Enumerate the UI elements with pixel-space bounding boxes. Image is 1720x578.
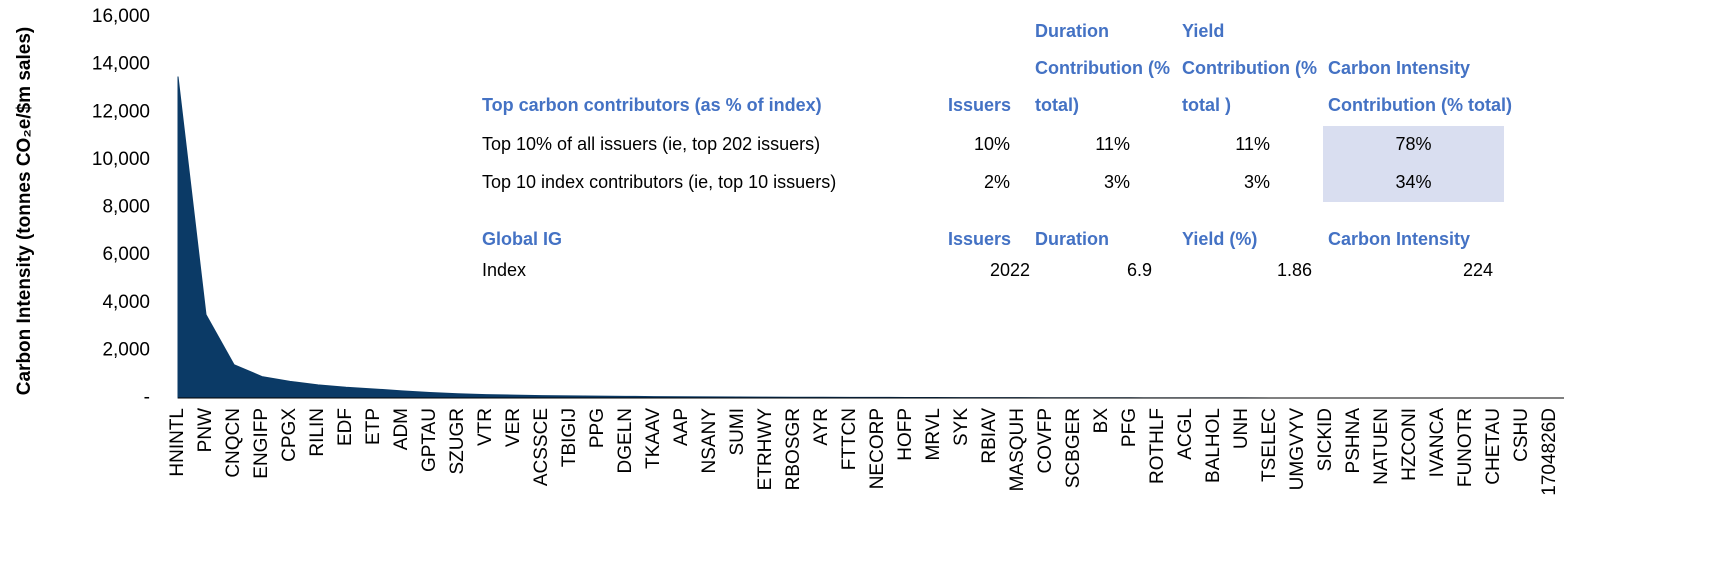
table-cell: 2022 bbox=[989, 260, 1030, 280]
table-cell: 224 bbox=[1462, 260, 1493, 280]
table-cell: 34% bbox=[1323, 164, 1504, 202]
x-tick-label: TKAAV bbox=[643, 408, 664, 469]
x-tick-label: NATUEN bbox=[1371, 408, 1392, 485]
table-cell: 3% bbox=[1243, 172, 1270, 192]
table-cell: Carbon Intensity Contribution (% total) bbox=[1328, 58, 1512, 115]
x-tick-label: AAP bbox=[671, 408, 692, 446]
x-tick-label: HNINTL bbox=[167, 408, 188, 477]
y-tick-label: 6,000 bbox=[102, 244, 150, 265]
x-tick-label: PSHNA bbox=[1343, 408, 1364, 474]
x-tick-label: ACSSCE bbox=[531, 408, 552, 486]
table-cell: Yield Contribution (% total ) bbox=[1182, 21, 1317, 115]
x-tick-label: 1704826D bbox=[1539, 408, 1560, 496]
x-tick-label: DGELN bbox=[615, 408, 636, 473]
table-cell: 11% bbox=[1095, 134, 1130, 154]
x-tick-label: COVFP bbox=[1035, 408, 1056, 473]
x-tick-label: BALHOL bbox=[1203, 408, 1224, 483]
x-tick-label: TBIGIJ bbox=[559, 408, 580, 467]
table-cell: Yield (%) bbox=[1182, 229, 1258, 249]
table-cell: Top 10 index contributors (ie, top 10 is… bbox=[482, 172, 837, 192]
x-tick-label: BX bbox=[1091, 408, 1112, 434]
y-tick-label: 14,000 bbox=[92, 54, 150, 75]
table-cell: Issuers bbox=[948, 229, 1012, 249]
y-tick-label: 8,000 bbox=[102, 197, 150, 218]
table-cell: Top carbon contributors (as % of index) bbox=[482, 95, 822, 115]
x-tick-label: IVANCA bbox=[1427, 408, 1448, 478]
x-tick-label: TSELEC bbox=[1259, 408, 1280, 482]
table-cell: Carbon Intensity bbox=[1328, 229, 1471, 249]
x-tick-label: UMGVYV bbox=[1287, 408, 1308, 491]
table-cell: Duration bbox=[1035, 229, 1109, 249]
y-axis-title: Carbon Intensity (tonnes CO₂e/$m sales) bbox=[14, 26, 35, 396]
y-tick-label: 12,000 bbox=[92, 101, 150, 122]
x-tick-label: NECORP bbox=[867, 408, 888, 489]
x-tick-label: VER bbox=[503, 408, 524, 447]
table-cell: 10% bbox=[973, 134, 1010, 154]
table-cell: 2% bbox=[983, 172, 1010, 192]
x-tick-label: ROTHLF bbox=[1147, 408, 1168, 484]
x-tick-label: CPGX bbox=[279, 408, 300, 462]
x-tick-label: SCBGER bbox=[1063, 408, 1084, 488]
x-tick-label: HZCONI bbox=[1399, 408, 1420, 481]
x-tick-label: NSANY bbox=[699, 408, 720, 474]
y-tick-label: 16,000 bbox=[92, 6, 150, 27]
table-cell: 6.9 bbox=[1126, 260, 1152, 280]
x-tick-label: CSHU bbox=[1511, 408, 1532, 462]
x-tick-label: MASQUH bbox=[1007, 408, 1028, 491]
x-tick-label: PPG bbox=[587, 408, 608, 448]
x-tick-label: ENGIFP bbox=[251, 408, 272, 479]
table-cell: 3% bbox=[1103, 172, 1130, 192]
x-tick-label: VTR bbox=[475, 408, 496, 446]
x-tick-label: EDF bbox=[335, 408, 356, 446]
x-tick-label: ETRHWY bbox=[755, 408, 776, 491]
table-cell: 78% bbox=[1323, 126, 1504, 164]
x-tick-label: SICKID bbox=[1315, 408, 1336, 471]
x-tick-label: SZUGR bbox=[447, 408, 468, 475]
x-tick-label: FTTCN bbox=[839, 408, 860, 470]
x-tick-label: CNQCN bbox=[223, 408, 244, 478]
x-tick-label: AYR bbox=[811, 408, 832, 446]
x-tick-label: ETP bbox=[363, 408, 384, 445]
y-tick-label: 10,000 bbox=[92, 149, 150, 170]
table-cell: Issuers bbox=[948, 95, 1012, 115]
x-tick-label: ACGL bbox=[1175, 408, 1196, 460]
x-tick-label: GPTAU bbox=[419, 408, 440, 472]
x-tick-label: RBIAV bbox=[979, 408, 1000, 464]
y-tick-label: 4,000 bbox=[102, 292, 150, 313]
x-tick-label: SYK bbox=[951, 408, 972, 446]
y-tick-label: - bbox=[144, 387, 150, 408]
x-tick-label: PNW bbox=[195, 408, 216, 452]
table-cell: 1.86 bbox=[1276, 260, 1312, 280]
x-tick-label: FUNOTR bbox=[1455, 408, 1476, 487]
table-cell: Global IG bbox=[482, 229, 563, 249]
x-tick-label: MRVL bbox=[923, 408, 944, 460]
y-tick-label: 2,000 bbox=[102, 339, 150, 360]
x-tick-label: CHETAU bbox=[1483, 408, 1504, 485]
x-tick-label: HOFP bbox=[895, 408, 916, 461]
x-tick-label: ADM bbox=[391, 408, 412, 450]
x-tick-label: UNH bbox=[1231, 408, 1252, 449]
table-cell: Index bbox=[482, 260, 527, 280]
x-tick-label: SUMI bbox=[727, 408, 748, 456]
table-cell: 11% bbox=[1235, 134, 1270, 154]
x-tick-label: PFG bbox=[1119, 408, 1140, 447]
x-tick-label: RBOSGR bbox=[783, 408, 804, 490]
x-tick-label: RILIN bbox=[307, 408, 328, 457]
table-cell: Duration Contribution (% total) bbox=[1035, 21, 1170, 115]
table-cell: Top 10% of all issuers (ie, top 202 issu… bbox=[482, 134, 821, 154]
